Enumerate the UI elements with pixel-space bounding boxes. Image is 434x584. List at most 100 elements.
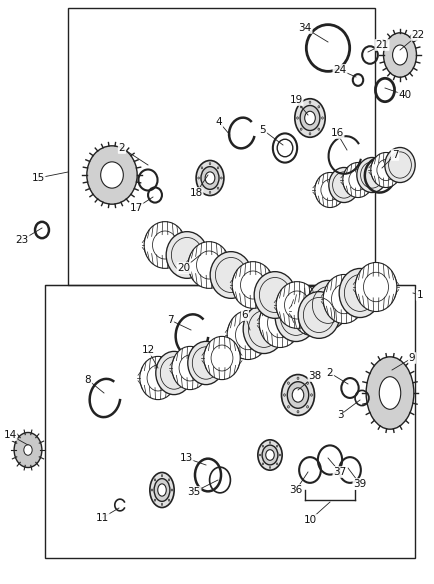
Ellipse shape <box>339 269 381 318</box>
Ellipse shape <box>275 293 317 342</box>
Ellipse shape <box>282 374 315 415</box>
Ellipse shape <box>168 479 170 481</box>
Ellipse shape <box>318 106 320 108</box>
Ellipse shape <box>300 106 302 108</box>
Text: 34: 34 <box>299 23 312 33</box>
Ellipse shape <box>259 298 301 347</box>
Ellipse shape <box>292 388 304 402</box>
Ellipse shape <box>156 352 192 395</box>
Ellipse shape <box>269 442 271 443</box>
Ellipse shape <box>287 382 309 408</box>
Ellipse shape <box>24 445 32 456</box>
Text: 2: 2 <box>118 143 125 153</box>
Ellipse shape <box>161 503 163 505</box>
Ellipse shape <box>188 342 224 385</box>
Ellipse shape <box>295 99 325 137</box>
Text: 6: 6 <box>242 310 248 320</box>
Text: 20: 20 <box>178 263 191 273</box>
Ellipse shape <box>276 281 318 328</box>
Text: 36: 36 <box>289 485 302 495</box>
Ellipse shape <box>154 479 170 502</box>
Ellipse shape <box>188 242 230 288</box>
Ellipse shape <box>154 499 156 501</box>
Text: 21: 21 <box>375 40 388 50</box>
Text: 8: 8 <box>85 375 91 385</box>
Text: 1: 1 <box>417 290 423 300</box>
Ellipse shape <box>322 117 323 119</box>
Ellipse shape <box>158 484 166 496</box>
Ellipse shape <box>323 274 365 324</box>
Ellipse shape <box>140 356 176 399</box>
Ellipse shape <box>393 45 408 65</box>
Text: 13: 13 <box>179 453 193 463</box>
Text: 19: 19 <box>289 95 302 105</box>
Text: 35: 35 <box>187 487 201 497</box>
Ellipse shape <box>209 162 211 165</box>
Ellipse shape <box>315 172 345 207</box>
Ellipse shape <box>217 167 219 169</box>
Ellipse shape <box>262 445 278 465</box>
Ellipse shape <box>384 33 417 77</box>
Text: 37: 37 <box>333 467 347 477</box>
Ellipse shape <box>291 287 333 336</box>
Ellipse shape <box>276 463 278 465</box>
Ellipse shape <box>329 168 359 203</box>
Ellipse shape <box>343 162 373 197</box>
Text: 12: 12 <box>141 345 155 355</box>
Ellipse shape <box>172 346 208 390</box>
Ellipse shape <box>300 128 302 130</box>
Ellipse shape <box>232 262 274 308</box>
Text: 7: 7 <box>392 150 398 160</box>
Text: 9: 9 <box>409 353 415 363</box>
Text: 10: 10 <box>303 515 316 525</box>
Text: 17: 17 <box>129 203 143 213</box>
Text: 24: 24 <box>333 65 347 75</box>
Ellipse shape <box>269 467 271 468</box>
Ellipse shape <box>309 133 311 135</box>
Ellipse shape <box>318 128 320 130</box>
Text: 22: 22 <box>411 30 424 40</box>
Text: 15: 15 <box>31 173 45 183</box>
Ellipse shape <box>201 187 203 189</box>
Ellipse shape <box>87 146 137 204</box>
Ellipse shape <box>297 377 299 380</box>
Text: 11: 11 <box>95 513 108 523</box>
Ellipse shape <box>243 304 285 353</box>
Ellipse shape <box>259 454 261 456</box>
Ellipse shape <box>379 377 401 409</box>
Ellipse shape <box>151 489 153 491</box>
Ellipse shape <box>385 148 415 183</box>
Text: 23: 23 <box>15 235 29 245</box>
Text: 40: 40 <box>398 90 411 100</box>
Ellipse shape <box>166 232 208 279</box>
Ellipse shape <box>201 166 219 189</box>
Ellipse shape <box>366 357 414 429</box>
Ellipse shape <box>262 445 264 447</box>
Text: 18: 18 <box>189 188 203 198</box>
Ellipse shape <box>171 489 173 491</box>
Ellipse shape <box>287 406 289 408</box>
Ellipse shape <box>198 177 200 179</box>
Ellipse shape <box>279 454 281 456</box>
Ellipse shape <box>101 162 123 188</box>
Ellipse shape <box>201 167 203 169</box>
Ellipse shape <box>196 161 224 196</box>
Ellipse shape <box>217 187 219 189</box>
Text: 5: 5 <box>260 125 266 135</box>
Ellipse shape <box>144 222 186 269</box>
Ellipse shape <box>311 394 312 396</box>
Text: 2: 2 <box>327 368 333 378</box>
Ellipse shape <box>305 112 316 125</box>
Ellipse shape <box>296 117 299 119</box>
Ellipse shape <box>209 192 211 193</box>
Ellipse shape <box>14 433 42 468</box>
Ellipse shape <box>357 158 387 193</box>
Text: 4: 4 <box>216 117 222 127</box>
Ellipse shape <box>287 382 289 384</box>
Ellipse shape <box>276 445 278 447</box>
Text: 38: 38 <box>309 371 322 381</box>
Ellipse shape <box>168 499 170 501</box>
Bar <box>68 8 375 285</box>
Ellipse shape <box>154 479 156 481</box>
Ellipse shape <box>298 291 340 338</box>
